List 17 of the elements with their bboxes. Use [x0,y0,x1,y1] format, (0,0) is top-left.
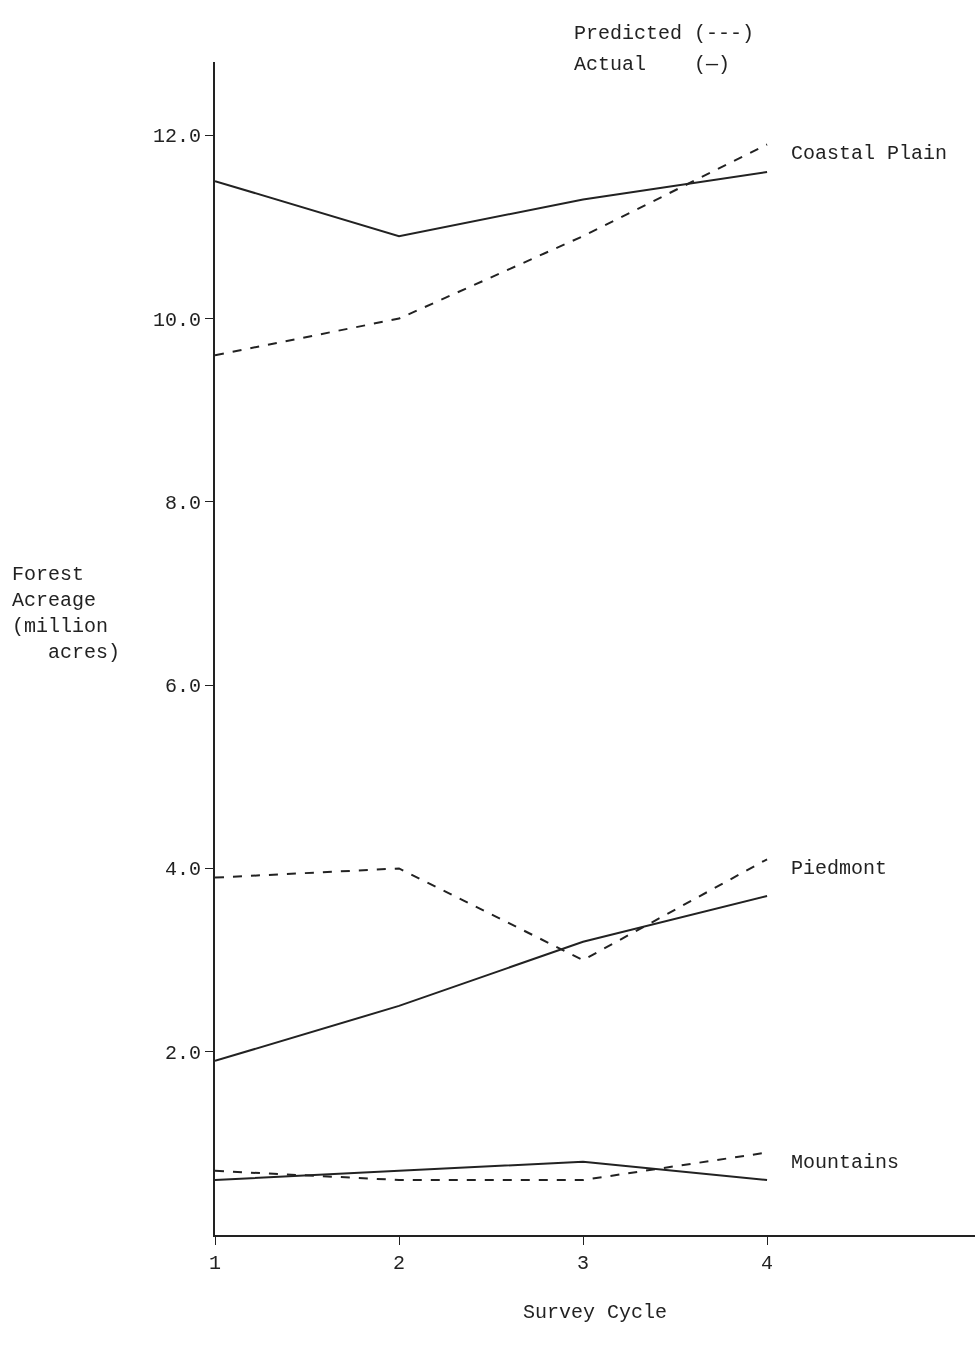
text: Predicted (---) [574,22,755,45]
y-tick-label: 8.0 [164,491,201,515]
y-tick-label: 12.0 [152,125,201,149]
series-label: Mountains [767,1150,900,1174]
y-axis-title: Forest Acreage (million acres) [12,563,121,664]
y-tick-label: 6.0 [164,675,201,699]
series-label: Coastal Plain [767,142,948,166]
y-tick-label: 4.0 [164,858,201,882]
x-tick-label: 3 [577,1252,590,1275]
x-tick-label: 4 [761,1252,774,1275]
series-label: Piedmont [767,857,888,881]
annotation: Actual (—) [574,53,731,76]
y-tick-label: 10.0 [152,308,201,332]
y-tick-label: 2.0 [164,1041,201,1065]
x-tick-label: 1 [208,1252,222,1275]
x-axis-title: Survey Cycle [522,1301,668,1324]
x-tick-label: 2 [393,1252,406,1275]
